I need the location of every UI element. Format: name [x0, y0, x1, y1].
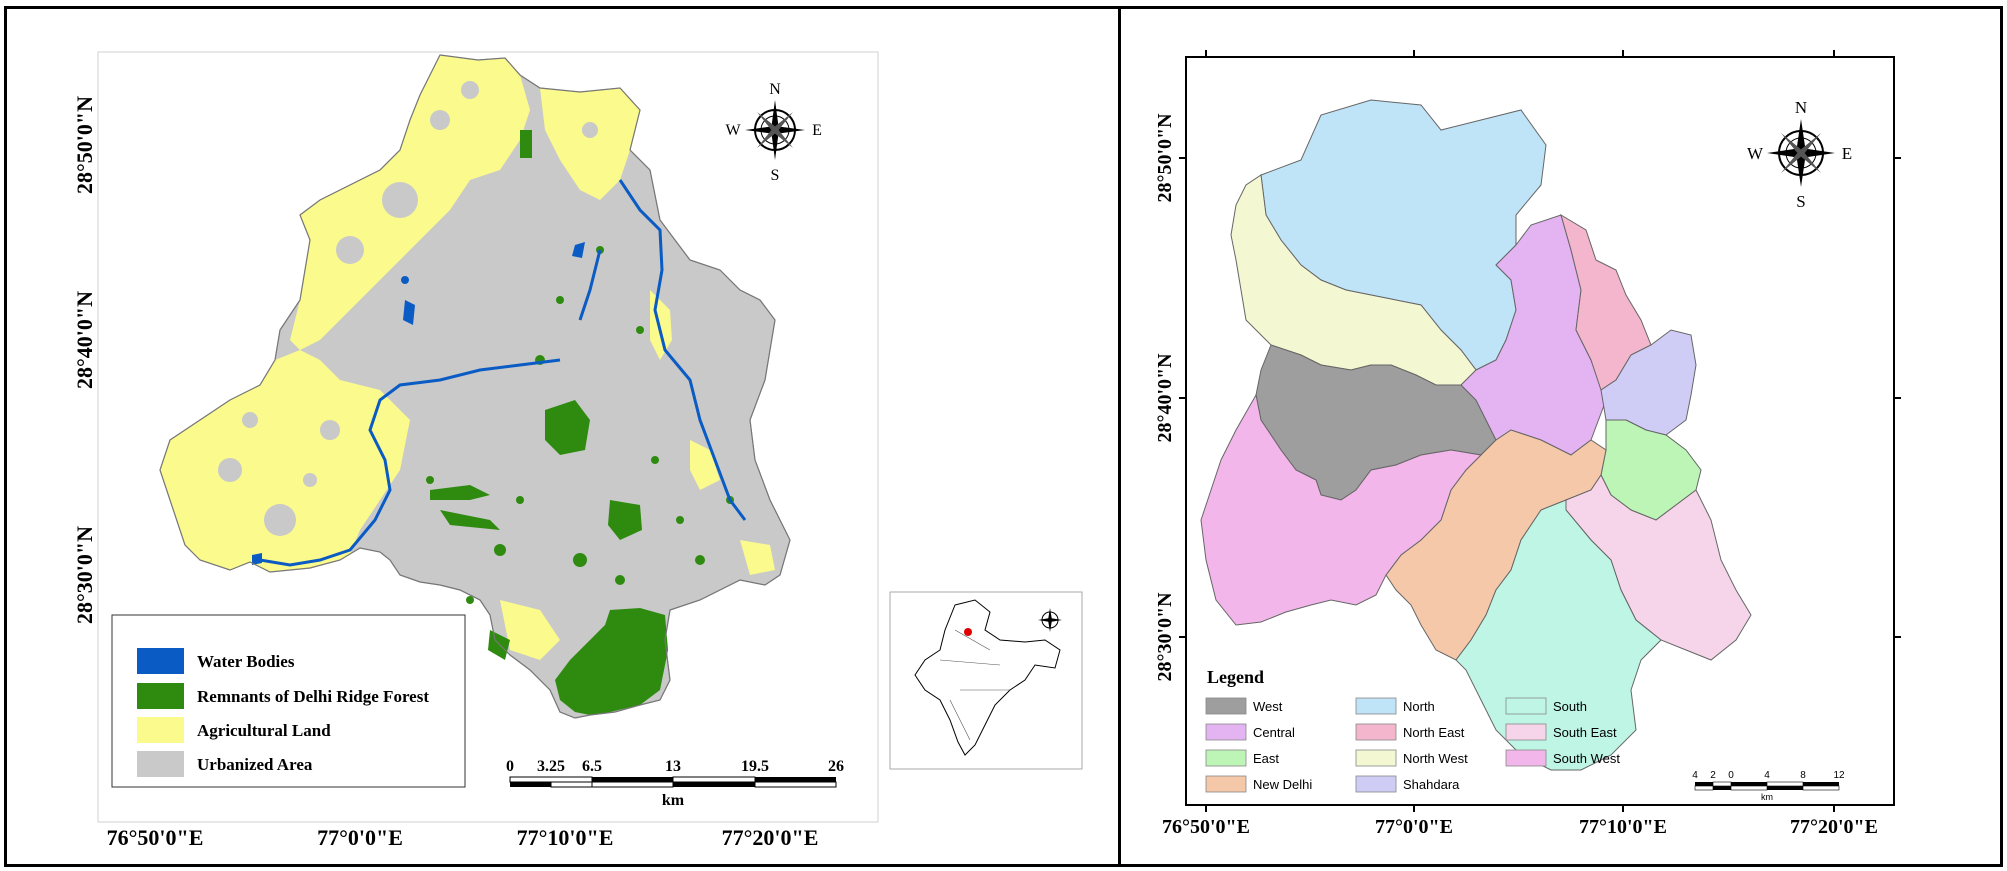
water-bodies [259, 179, 747, 567]
left-lon-labels: 76°50'0"E 77°0'0"E 77°10'0"E 77°20'0"E [107, 825, 819, 850]
legend-label: South West [1553, 751, 1620, 766]
india-inset-map [889, 591, 1083, 770]
lat-label: 28°30'0"N [1154, 592, 1176, 682]
legend-label: East [1253, 751, 1279, 766]
delhi-location-marker [964, 628, 972, 636]
inset-compass-icon [1038, 608, 1062, 632]
legend-label: Shahdara [1403, 777, 1460, 792]
right-lat-labels: 28°50'0"N 28°40'0"N 28°30'0"N [1154, 113, 1176, 682]
legend-label: Urbanized Area [197, 755, 313, 774]
legend-label: South East [1553, 725, 1617, 740]
lon-label: 77°20'0"E [1790, 816, 1878, 838]
scale-tick: 26 [828, 758, 844, 775]
scale-tick: 6.5 [582, 758, 602, 775]
scale-tick: 0 [506, 758, 514, 775]
lon-label: 77°10'0"E [1579, 816, 1667, 838]
left-legend: Water Bodies Remnants of Delhi Ridge For… [111, 614, 466, 788]
lat-label: 28°50'0"N [72, 96, 97, 194]
lon-label: 77°20'0"E [722, 825, 819, 850]
legend-label: Central [1253, 725, 1295, 740]
district-map-frame [1185, 56, 1895, 806]
legend-title: Legend [1207, 667, 1264, 687]
district-south-west [1200, 393, 1483, 626]
compass-e: E [812, 122, 822, 139]
lat-label: 28°40'0"N [72, 291, 97, 389]
lat-label: 28°30'0"N [72, 526, 97, 624]
compass-w: W [725, 122, 741, 139]
urban-patches [218, 81, 598, 536]
lon-label: 76°50'0"E [1162, 816, 1250, 838]
lat-label: 28°50'0"N [1154, 113, 1176, 203]
legend-swatch-water [137, 648, 184, 674]
compass-n: N [1795, 98, 1807, 117]
scale-tick: 13 [665, 758, 681, 775]
legend-swatch-forest [137, 683, 184, 709]
legend-swatches [1205, 697, 1547, 793]
legend-label: Water Bodies [197, 652, 295, 671]
scale-unit: km [662, 792, 685, 809]
panel-divider [1118, 6, 1121, 867]
compass-w: W [1747, 144, 1764, 163]
legend-label: Agricultural Land [197, 721, 331, 740]
lon-label: 77°0'0"E [317, 825, 403, 850]
scale-tick: 4 [1692, 770, 1698, 781]
ridge-forest-areas [426, 130, 734, 715]
scale-tick: 19.5 [741, 758, 769, 775]
compass-e: E [1842, 144, 1852, 163]
legend-label: North East [1403, 725, 1465, 740]
delhi-boundary [159, 54, 791, 719]
frame-ticks [1179, 50, 1901, 812]
legend-label: Remnants of Delhi Ridge Forest [197, 687, 429, 706]
left-scale-bar: 0 3.25 6.5 13 19.5 26 km [506, 758, 844, 809]
right-lon-labels: 76°50'0"E 77°0'0"E 77°10'0"E 77°20'0"E [1162, 816, 1878, 838]
scale-tick: 4 [1764, 770, 1770, 781]
figure-frame [4, 6, 2003, 867]
scale-unit: km [1761, 792, 1773, 802]
right-legend: Legend West North South Central North Ea… [1205, 667, 1620, 793]
legend-label: North West [1403, 751, 1468, 766]
legend-swatch-agri [137, 717, 184, 743]
right-scale-bar: 4 2 0 4 8 12 km [1692, 770, 1845, 802]
compass-s: S [1796, 192, 1805, 211]
legend-label: West [1253, 699, 1283, 714]
districts [1200, 99, 1752, 771]
compass-s: S [771, 167, 780, 184]
legend-label: South [1553, 699, 1587, 714]
scale-tick: 8 [1800, 770, 1806, 781]
land-use-map-frame [97, 51, 879, 823]
legend-swatch-urban [137, 751, 184, 777]
left-lat-labels: 28°50'0"N 28°40'0"N 28°30'0"N [72, 96, 97, 624]
left-compass-icon: N S E W [725, 81, 821, 184]
scale-tick: 0 [1728, 770, 1734, 781]
scale-tick: 12 [1833, 770, 1845, 781]
lakes [252, 242, 585, 565]
scale-tick: 2 [1710, 770, 1716, 781]
lon-label: 76°50'0"E [107, 825, 204, 850]
legend-label: North [1403, 699, 1435, 714]
lon-label: 77°10'0"E [517, 825, 614, 850]
legend-label: New Delhi [1253, 777, 1312, 792]
scale-tick: 3.25 [537, 758, 565, 775]
district-map-panel: 28°50'0"N 28°40'0"N 28°30'0"N 76°50'0"E … [1154, 50, 1901, 838]
right-compass-icon: N S E W [1747, 98, 1852, 211]
compass-n: N [769, 81, 781, 98]
lon-label: 77°0'0"E [1375, 816, 1453, 838]
lat-label: 28°40'0"N [1154, 353, 1176, 443]
land-use-map-panel: 28°50'0"N 28°40'0"N 28°30'0"N 76°50'0"E … [72, 51, 1083, 850]
